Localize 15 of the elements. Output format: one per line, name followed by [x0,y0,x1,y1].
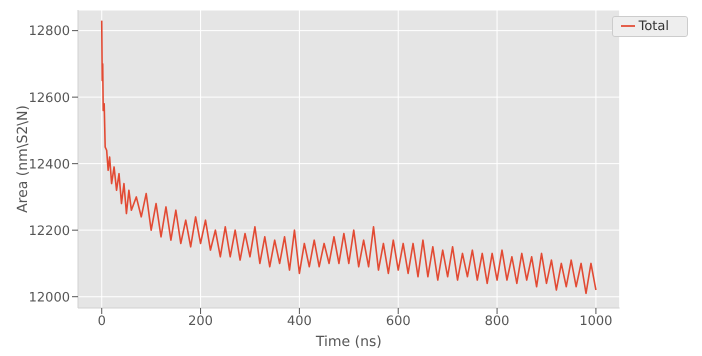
x-tick-label: 1000 [579,314,612,330]
x-tick-label: 600 [386,314,411,330]
y-tick-label: 12200 [28,224,70,239]
x-axis-title: Time (ns) [314,334,382,350]
legend-label: Total [638,19,669,34]
x-tick-label: 400 [286,314,312,330]
y-tick-label: 12800 [28,24,70,40]
y-tick-label: 12000 [28,290,70,306]
x-tick-label: 800 [484,314,510,330]
y-tick-label: 12400 [28,157,70,172]
y-tick-label: 12600 [28,90,70,106]
y-axis-title: Area (nm\S2\N) [14,105,31,213]
line-series [100,20,597,294]
x-tick-label: 0 [98,314,106,330]
x-tick-label: 200 [188,314,213,330]
